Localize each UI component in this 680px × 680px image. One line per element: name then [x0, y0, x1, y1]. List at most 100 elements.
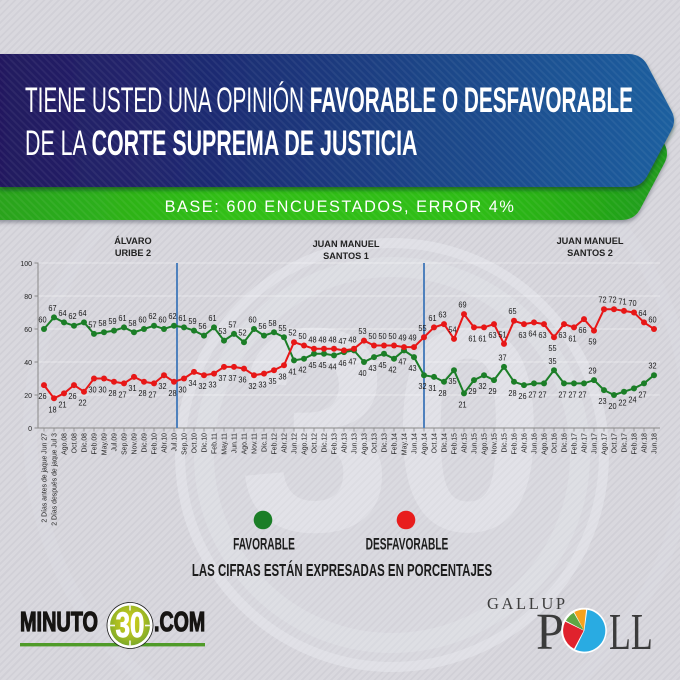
- svg-text:GALLUP: GALLUP: [487, 594, 568, 613]
- svg-text:Oct.10: Oct.10: [192, 433, 199, 453]
- svg-text:26: 26: [518, 391, 526, 401]
- svg-text:30: 30: [88, 385, 96, 395]
- svg-text:0: 0: [28, 426, 32, 433]
- svg-text:Dic.15: Dic.15: [502, 433, 509, 453]
- svg-text:28: 28: [508, 388, 516, 398]
- svg-text:21: 21: [58, 399, 66, 409]
- svg-text:49: 49: [398, 333, 406, 343]
- svg-text:48: 48: [348, 334, 356, 344]
- svg-text:48: 48: [318, 334, 326, 344]
- svg-text:Abr.18: Abr.18: [642, 433, 649, 453]
- svg-text:33: 33: [208, 380, 216, 390]
- svg-text:61: 61: [428, 313, 436, 323]
- svg-text:May.09: May.09: [102, 433, 109, 455]
- svg-text:50: 50: [388, 331, 396, 341]
- svg-text:35: 35: [548, 356, 556, 366]
- svg-text:56: 56: [198, 321, 206, 331]
- svg-text:57: 57: [228, 319, 236, 329]
- svg-text:60: 60: [138, 315, 146, 325]
- svg-text:Abr.15: Abr.15: [462, 433, 469, 453]
- svg-text:55: 55: [548, 343, 556, 353]
- svg-text:59: 59: [108, 316, 116, 326]
- svg-text:Feb.16: Feb.16: [512, 433, 519, 455]
- svg-text:Dic.16: Dic.16: [562, 433, 569, 453]
- svg-text:Jun.15: Jun.15: [472, 433, 479, 454]
- svg-text:31: 31: [128, 383, 136, 393]
- svg-text:27: 27: [118, 389, 126, 399]
- svg-text:Feb.10: Feb.10: [152, 433, 159, 455]
- svg-text:58: 58: [128, 318, 136, 328]
- svg-text:50: 50: [378, 331, 386, 341]
- svg-text:45: 45: [318, 360, 326, 370]
- svg-text:27: 27: [528, 389, 536, 399]
- svg-text:47: 47: [348, 356, 356, 366]
- svg-text:67: 67: [48, 303, 56, 313]
- svg-text:70: 70: [628, 298, 636, 308]
- svg-text:Dic.08: Dic.08: [82, 433, 89, 453]
- svg-text:29: 29: [468, 386, 476, 396]
- svg-text:Feb.18: Feb.18: [632, 433, 639, 455]
- svg-text:40: 40: [358, 368, 366, 378]
- svg-text:27: 27: [568, 389, 576, 399]
- svg-text:21: 21: [458, 399, 466, 409]
- svg-text:Feb.12: Feb.12: [272, 433, 279, 455]
- svg-text:Feb.17: Feb.17: [572, 433, 579, 455]
- svg-text:Oct.13: Oct.13: [372, 433, 379, 453]
- svg-text:Abr.16: Abr.16: [522, 433, 529, 453]
- svg-text:50: 50: [298, 331, 306, 341]
- svg-text:.COM: .COM: [154, 607, 205, 638]
- svg-text:22: 22: [78, 398, 86, 408]
- svg-text:32: 32: [248, 381, 256, 391]
- svg-text:29: 29: [488, 386, 496, 396]
- svg-text:P: P: [536, 603, 564, 661]
- svg-text:SANTOS 1: SANTOS 1: [323, 251, 369, 261]
- svg-text:35: 35: [448, 376, 456, 386]
- svg-text:53: 53: [358, 326, 366, 336]
- svg-text:72: 72: [608, 295, 616, 305]
- svg-text:61: 61: [178, 313, 186, 323]
- svg-text:Ago.12: Ago.12: [302, 433, 309, 455]
- svg-text:46: 46: [338, 358, 346, 368]
- svg-text:LAS CIFRAS ESTÁN EXPRESADAS EN: LAS CIFRAS ESTÁN EXPRESADAS EN PORCENTAJ…: [192, 561, 492, 581]
- svg-text:Nov.11: Nov.11: [252, 433, 259, 454]
- svg-text:37: 37: [218, 373, 226, 383]
- svg-text:Jun.12: Jun.12: [292, 433, 299, 454]
- svg-text:43: 43: [408, 363, 416, 373]
- svg-text:Nov.15: Nov.15: [492, 433, 499, 454]
- svg-text:Dic.13: Dic.13: [382, 433, 389, 453]
- svg-text:32: 32: [158, 381, 166, 391]
- svg-text:63: 63: [488, 330, 496, 340]
- svg-text:60: 60: [248, 315, 256, 325]
- svg-text:72: 72: [598, 295, 606, 305]
- svg-text:53: 53: [218, 326, 226, 336]
- svg-text:64: 64: [638, 308, 646, 318]
- svg-text:Nov.09: Nov.09: [132, 433, 139, 454]
- svg-text:69: 69: [458, 300, 466, 310]
- svg-text:31: 31: [428, 383, 436, 393]
- svg-text:TIENE USTED UNA OPINIÓN FAVORA: TIENE USTED UNA OPINIÓN FAVORABLE O DESF…: [25, 80, 633, 120]
- svg-text:Ago.11: Ago.11: [242, 433, 249, 454]
- svg-text:24: 24: [628, 394, 636, 404]
- svg-text:Jun.17: Jun.17: [592, 433, 599, 454]
- svg-text:35: 35: [268, 376, 276, 386]
- svg-text:Jul.10: Jul.10: [172, 433, 179, 452]
- svg-text:JUAN MANUEL: JUAN MANUEL: [313, 239, 380, 249]
- svg-text:Feb.15: Feb.15: [452, 433, 459, 455]
- svg-text:65: 65: [508, 306, 516, 316]
- svg-text:Abr.12: Abr.12: [282, 433, 289, 453]
- svg-text:54: 54: [448, 324, 456, 334]
- svg-text:Sep.10: Sep.10: [182, 433, 189, 455]
- svg-text:56: 56: [258, 321, 266, 331]
- svg-text:28: 28: [438, 388, 446, 398]
- svg-text:30: 30: [178, 385, 186, 395]
- svg-text:61: 61: [208, 313, 216, 323]
- svg-text:Jun.14: Jun.14: [412, 433, 419, 454]
- svg-text:63: 63: [538, 330, 546, 340]
- svg-text:59: 59: [188, 316, 196, 326]
- svg-text:27: 27: [638, 389, 646, 399]
- svg-text:27: 27: [578, 389, 586, 399]
- svg-text:Ago.16: Ago.16: [542, 433, 549, 455]
- svg-text:DESFAVORABLE: DESFAVORABLE: [366, 535, 449, 553]
- svg-text:62: 62: [168, 311, 176, 321]
- svg-text:32: 32: [198, 381, 206, 391]
